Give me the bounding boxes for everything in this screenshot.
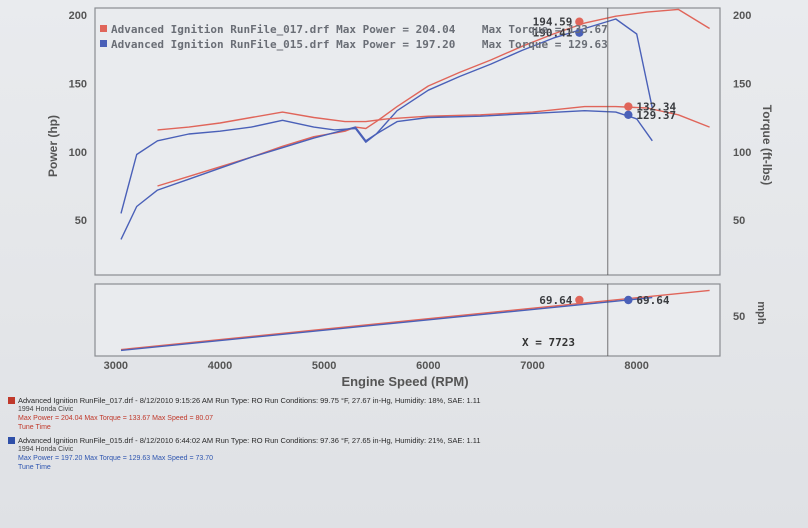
y-left-tick-label: 200 bbox=[69, 10, 87, 22]
speed-axis-title: mph bbox=[755, 301, 767, 325]
y-right-tick-label: 100 bbox=[733, 147, 751, 159]
marker-dot bbox=[575, 28, 584, 37]
x-tick-label: 8000 bbox=[624, 360, 648, 372]
marker-dot bbox=[624, 295, 633, 305]
run-017-stats: Max Power = 204.04 Max Torque = 133.67 M… bbox=[18, 415, 214, 422]
marker-label: 132.34 bbox=[636, 101, 676, 114]
y-right-tick-label: 200 bbox=[733, 10, 751, 22]
run-015-swatch bbox=[8, 437, 15, 444]
run-015-vehicle: 1994 Honda Civic bbox=[18, 446, 74, 453]
legend-entry-015: Advanced Ignition RunFile_015.drf Max Po… bbox=[111, 38, 608, 51]
run-017-vehicle: 1994 Honda Civic bbox=[18, 406, 74, 413]
marker-dot bbox=[624, 102, 633, 111]
legend-entry-017: Advanced Ignition RunFile_017.drf Max Po… bbox=[111, 23, 608, 36]
run-017-tune: Tune Time bbox=[18, 424, 51, 431]
run-017-swatch bbox=[8, 397, 15, 404]
marker-dot bbox=[575, 295, 584, 305]
y-axis-left-title: Power (hp) bbox=[46, 115, 60, 177]
series-line-runfile_017-speed bbox=[120, 289, 710, 351]
y-right-tick-label: 150 bbox=[733, 78, 751, 90]
y-right-tick-label: 50 bbox=[733, 215, 745, 227]
x-tick-label: 5000 bbox=[312, 360, 336, 372]
y-left-tick-label: 150 bbox=[69, 78, 87, 90]
main-plot-frame bbox=[94, 7, 721, 276]
y-left-tick-label: 50 bbox=[75, 215, 87, 227]
x-tick-label: 7000 bbox=[520, 360, 544, 372]
x-tick-label: 6000 bbox=[416, 360, 440, 372]
y-left-tick-label: 100 bbox=[69, 147, 87, 159]
x-tick-label: 4000 bbox=[208, 360, 232, 372]
marker-label: 129.37 bbox=[636, 109, 676, 122]
run-017-header: Advanced Ignition RunFile_017.drf - 8/12… bbox=[18, 396, 481, 405]
speed-tick-label: 50 bbox=[733, 311, 745, 323]
run-info-017: Advanced Ignition RunFile_017.drf - 8/12… bbox=[8, 396, 608, 432]
marker-dot bbox=[624, 110, 633, 120]
legend-swatch-015 bbox=[100, 40, 107, 47]
run-015-stats: Max Power = 197.20 Max Torque = 129.63 M… bbox=[18, 455, 214, 462]
run-info-015: Advanced Ignition RunFile_015.drf - 8/12… bbox=[8, 436, 608, 472]
marker-label: 194.59 bbox=[533, 16, 573, 29]
series-line-runfile_015-torque bbox=[120, 110, 653, 214]
cursor-label: X = 7723 bbox=[522, 336, 575, 349]
marker-label: 69.64 bbox=[636, 294, 669, 307]
speed-plot-frame bbox=[94, 283, 721, 357]
x-axis-title: Engine Speed (RPM) bbox=[341, 374, 468, 389]
run-015-tune: Tune Time bbox=[18, 464, 51, 471]
run-015-header: Advanced Ignition RunFile_015.drf - 8/12… bbox=[18, 436, 481, 445]
marker-label: 190.41 bbox=[533, 27, 573, 40]
series-line-runfile_015-speed bbox=[120, 296, 653, 352]
legend-swatch-017 bbox=[100, 25, 107, 32]
marker-dot bbox=[575, 17, 584, 26]
marker-label: 69.64 bbox=[539, 294, 572, 307]
y-axis-right-title: Torque (ft-lbs) bbox=[760, 105, 774, 185]
x-tick-label: 3000 bbox=[104, 360, 128, 372]
